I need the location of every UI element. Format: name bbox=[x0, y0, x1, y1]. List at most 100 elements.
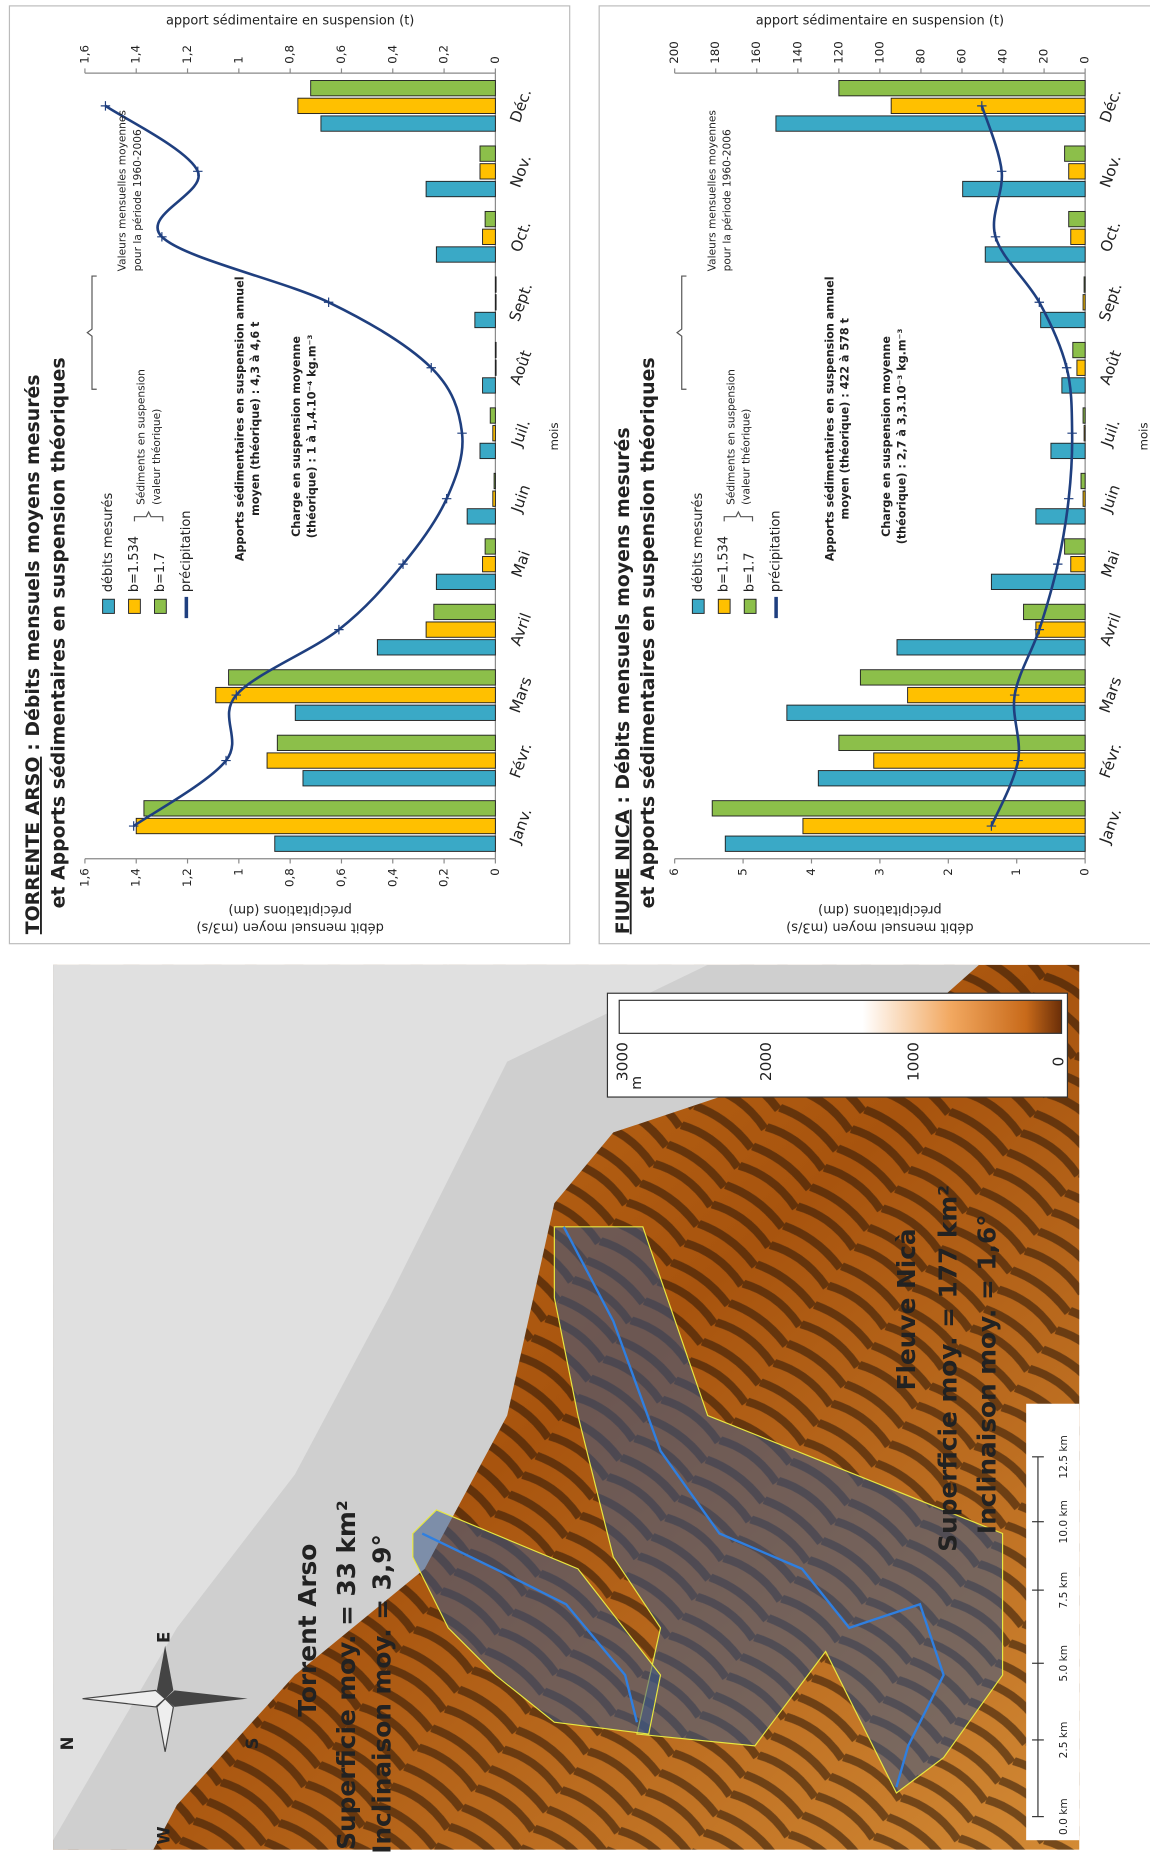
legend-label: b=1.7 bbox=[153, 552, 168, 592]
compass bbox=[82, 1645, 248, 1752]
y2-tick-label: 20 bbox=[1037, 49, 1051, 64]
bar bbox=[494, 294, 497, 311]
colorbar-label: 0 bbox=[1050, 1057, 1068, 1067]
y-axis-label: débit mensuel moyen (m3/s) bbox=[196, 920, 383, 935]
bar bbox=[817, 770, 1086, 787]
bar bbox=[135, 817, 496, 835]
y-tick-label: 0 bbox=[1078, 868, 1092, 876]
line-marker bbox=[157, 232, 167, 242]
bar bbox=[493, 472, 496, 490]
line-marker bbox=[398, 559, 408, 569]
y-tick-label: 1,6 bbox=[77, 868, 91, 887]
bar bbox=[276, 734, 496, 752]
bar bbox=[320, 115, 496, 132]
bar bbox=[302, 770, 496, 787]
y-tick-label: 2 bbox=[941, 868, 955, 876]
bar bbox=[984, 246, 1086, 263]
bar bbox=[484, 538, 496, 555]
bar bbox=[890, 97, 1086, 115]
y2-tick-label: 1 bbox=[231, 56, 245, 64]
bar bbox=[802, 817, 1086, 835]
line-marker bbox=[1067, 428, 1077, 438]
shelf bbox=[53, 964, 708, 1841]
legend-swatch bbox=[743, 598, 757, 614]
scale-box bbox=[1026, 1403, 1080, 1841]
annotation: Apports sédimentaires en suspension annu… bbox=[234, 276, 247, 561]
y2-tick-label: 0,4 bbox=[385, 45, 399, 64]
brace bbox=[723, 510, 754, 522]
line-marker bbox=[1061, 363, 1072, 373]
compass-letter: N bbox=[58, 1737, 77, 1751]
bar bbox=[492, 425, 496, 442]
bar bbox=[433, 603, 496, 621]
y-tick-label: 0,8 bbox=[283, 868, 297, 887]
compass-letter: W bbox=[155, 1826, 174, 1844]
bar bbox=[1080, 472, 1086, 490]
precipitation-line bbox=[980, 105, 1074, 827]
y-tick-label: 5 bbox=[736, 868, 750, 876]
scale-label: 2.5 km bbox=[1057, 1722, 1070, 1759]
y2-tick-label: 1,6 bbox=[77, 45, 91, 64]
nica-river bbox=[562, 1226, 945, 1788]
bar bbox=[266, 752, 496, 769]
line-marker bbox=[977, 101, 987, 111]
y2-tick-label: 60 bbox=[954, 49, 968, 64]
y-tick-label: 3 bbox=[872, 868, 886, 876]
bar bbox=[494, 341, 497, 359]
map bbox=[53, 964, 1080, 1850]
arso-catchment bbox=[412, 1509, 662, 1735]
bar bbox=[1064, 145, 1086, 162]
bar bbox=[907, 686, 1086, 704]
basin-slope: Inclinaison moy. = 1,6° bbox=[972, 1214, 1001, 1534]
line-marker bbox=[441, 493, 452, 504]
annotation: Apports sédimentaires en suspension annu… bbox=[823, 276, 836, 561]
bar bbox=[492, 490, 496, 507]
compass-letter: E bbox=[155, 1632, 174, 1643]
bar bbox=[228, 669, 496, 686]
bar bbox=[896, 639, 1086, 656]
colorbar-label: 3000 bbox=[613, 1042, 631, 1081]
bar bbox=[873, 752, 1086, 769]
line-marker bbox=[1009, 690, 1020, 700]
y2-tick-label: 180 bbox=[708, 41, 722, 64]
bar bbox=[143, 800, 496, 817]
line-marker bbox=[334, 624, 344, 635]
y2-tick-label: 0,2 bbox=[437, 45, 451, 64]
line-marker bbox=[1063, 493, 1074, 504]
legend-swatch bbox=[691, 598, 705, 614]
line-marker bbox=[990, 232, 1001, 242]
bar bbox=[376, 639, 496, 656]
bar bbox=[1082, 490, 1086, 507]
colorbar-unit: m bbox=[629, 1076, 645, 1090]
line-marker bbox=[1013, 755, 1023, 766]
bar bbox=[990, 573, 1086, 590]
y-tick-label: 0 bbox=[488, 868, 502, 876]
y2-tick-label: 160 bbox=[749, 41, 763, 64]
y-tick-label: 1 bbox=[1009, 868, 1023, 876]
bar bbox=[1082, 407, 1086, 424]
nica-catchment bbox=[553, 1226, 1004, 1794]
scale-label: 12.5 km bbox=[1057, 1435, 1070, 1478]
y-tick-label: 0,6 bbox=[334, 868, 348, 887]
annotation: Valeurs mensuelles moyennes bbox=[116, 110, 129, 272]
line-marker bbox=[221, 755, 231, 766]
legend-swatch bbox=[154, 598, 167, 614]
bar bbox=[482, 377, 496, 394]
bar bbox=[310, 80, 496, 97]
annotation: moyen (théorique) : 4,3 à 4,6 t bbox=[249, 321, 262, 516]
brace bbox=[86, 275, 97, 390]
bar bbox=[489, 407, 496, 424]
bar bbox=[711, 800, 1086, 817]
bar bbox=[466, 508, 496, 525]
bar bbox=[484, 210, 496, 228]
legend-swatch bbox=[128, 598, 141, 614]
scale-label: 10.0 km bbox=[1057, 1500, 1070, 1543]
annotation: Charge en suspension moyenne bbox=[880, 336, 893, 537]
annotation: pour la période 1960-2006 bbox=[131, 129, 144, 271]
annotation: moyen (théorique) : 422 à 578 t bbox=[839, 317, 852, 519]
annotation: pour la période 1960-2006 bbox=[721, 129, 734, 271]
bar bbox=[1023, 603, 1086, 621]
scale-label: 0.0 km bbox=[1057, 1798, 1070, 1835]
x-axis-label: mois bbox=[547, 422, 561, 450]
